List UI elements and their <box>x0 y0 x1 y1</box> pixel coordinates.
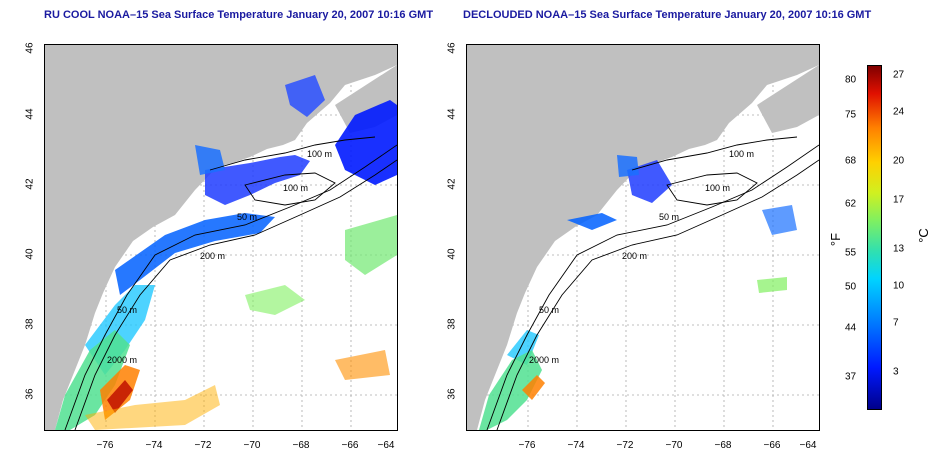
celsius-tick: 13 <box>893 243 905 255</box>
contour-label: 50 m <box>117 305 137 315</box>
y-tick-label: 40 <box>446 248 458 260</box>
sst-patch-mid-green <box>245 285 305 315</box>
x-tick-label: −70 <box>665 440 683 451</box>
celsius-tick: 7 <box>893 317 899 329</box>
contour-label: 2000 m <box>107 355 137 365</box>
right-sst-map: 100 m 100 m 50 m 200 m 50 m 2000 m <box>466 44 820 431</box>
x-tick-label: −74 <box>145 440 163 451</box>
sst-patch-gulfstream-warm <box>522 375 545 400</box>
celsius-unit-label: °C <box>915 228 931 243</box>
fahrenheit-tick: 80 <box>845 74 857 86</box>
x-tick-label: −66 <box>341 440 359 451</box>
y-tick-label: 46 <box>24 42 36 54</box>
sst-patch-mid-green <box>757 277 787 293</box>
y-tick-label: 38 <box>446 318 458 330</box>
x-tick-label: −76 <box>96 440 114 451</box>
contour-label: 100 m <box>307 149 332 159</box>
x-tick-label: −70 <box>243 440 261 451</box>
fahrenheit-tick: 50 <box>845 281 857 293</box>
nova-scotia-land <box>757 65 819 133</box>
y-tick-label: 44 <box>24 108 36 120</box>
y-tick-label: 42 <box>24 178 36 190</box>
left-sst-map: 100 m 100 m 50 m 200 m 50 m 2000 m <box>44 44 398 431</box>
y-tick-label: 38 <box>24 318 36 330</box>
contour-label: 200 m <box>200 251 225 261</box>
fahrenheit-tick: 55 <box>845 247 857 259</box>
celsius-tick: 10 <box>893 280 905 292</box>
contour-label: 50 m <box>659 212 679 222</box>
x-tick-label: −64 <box>377 440 395 451</box>
contour-label: 100 m <box>283 183 308 193</box>
left-sst-map-svg: 100 m 100 m 50 m 200 m 50 m 2000 m <box>45 45 397 430</box>
y-tick-label: 42 <box>446 178 458 190</box>
sst-patch-gulfstream-hot <box>107 380 133 413</box>
contour-label: 200 m <box>622 251 647 261</box>
sst-patch-shelf-cyan <box>507 330 539 365</box>
x-tick-label: −68 <box>292 440 310 451</box>
celsius-tick: 3 <box>893 366 899 378</box>
temperature-colorbar <box>867 65 882 410</box>
y-tick-label: 36 <box>446 388 458 400</box>
sst-patch-shelf-blue <box>115 213 275 295</box>
celsius-tick: 20 <box>893 155 905 167</box>
x-tick-label: −76 <box>518 440 536 451</box>
bathymetry-contours <box>486 136 819 430</box>
y-tick-label: 40 <box>24 248 36 260</box>
contour-label: 2000 m <box>529 355 559 365</box>
bathymetry-contours <box>64 136 397 430</box>
sst-patch-shelf-blue <box>567 213 617 230</box>
contour-label: 100 m <box>705 183 730 193</box>
land-mass <box>467 45 819 430</box>
right-sst-map-svg: 100 m 100 m 50 m 200 m 50 m 2000 m <box>467 45 819 430</box>
celsius-tick: 24 <box>893 106 905 118</box>
y-tick-label: 44 <box>446 108 458 120</box>
sst-patch-se-orange <box>335 350 390 380</box>
contour-label: 50 m <box>237 212 257 222</box>
sst-patch-east-green <box>345 215 397 275</box>
fahrenheit-tick: 37 <box>845 371 857 383</box>
fahrenheit-tick: 75 <box>845 109 857 121</box>
sst-patch-gulf-maine <box>205 155 310 205</box>
sst-patch-nw <box>617 155 639 177</box>
x-tick-label: −72 <box>616 440 634 451</box>
x-tick-label: −68 <box>714 440 732 451</box>
x-tick-label: −66 <box>763 440 781 451</box>
contour-label: 100 m <box>729 149 754 159</box>
sst-patch-cold-north <box>335 100 397 185</box>
fahrenheit-tick: 68 <box>845 155 857 167</box>
contour-label: 50 m <box>539 305 559 315</box>
sst-patch-bay-fundy <box>285 75 325 117</box>
x-tick-label: −64 <box>799 440 817 451</box>
celsius-tick: 27 <box>893 69 905 81</box>
y-tick-label: 36 <box>24 388 36 400</box>
x-tick-label: −72 <box>194 440 212 451</box>
land-mass <box>45 45 397 430</box>
fahrenheit-tick: 62 <box>845 198 857 210</box>
right-panel-title: DECLOUDED NOAA–15 Sea Surface Temperatur… <box>463 9 872 21</box>
celsius-tick: 17 <box>893 194 905 206</box>
contour-labels: 100 m 100 m 50 m 200 m 50 m 2000 m <box>529 149 754 365</box>
fahrenheit-unit-label: °F <box>828 232 844 247</box>
sst-patch-south-warm <box>85 385 220 430</box>
fahrenheit-tick: 44 <box>845 322 857 334</box>
left-panel-title: RU COOL NOAA–15 Sea Surface Temperature … <box>44 9 434 21</box>
x-tick-label: −74 <box>567 440 585 451</box>
y-tick-label: 46 <box>446 42 458 54</box>
contour-labels: 100 m 100 m 50 m 200 m 50 m 2000 m <box>107 149 332 365</box>
sst-patch-east-blue <box>762 205 797 235</box>
